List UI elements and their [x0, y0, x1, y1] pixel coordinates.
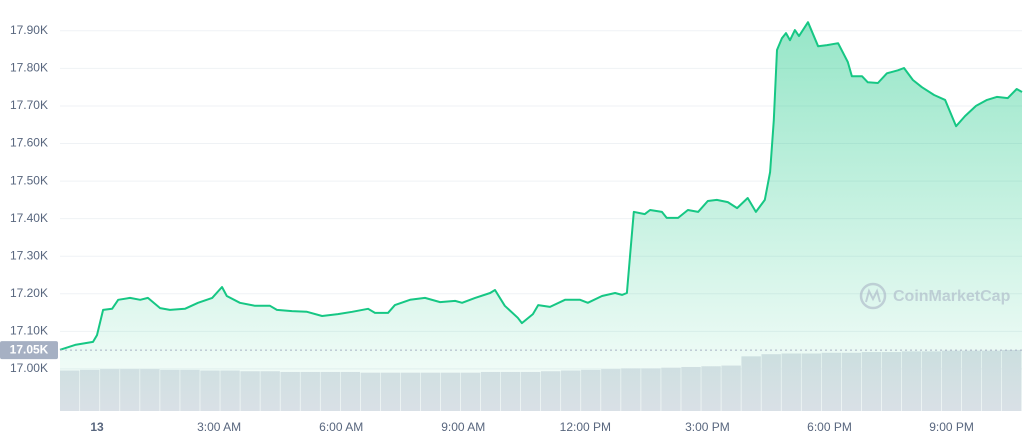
y-tick-label: 17.50K: [10, 173, 48, 187]
x-tick-label: 9:00 PM: [929, 420, 974, 434]
x-tick-label: 12:00 PM: [560, 420, 611, 434]
reference-label-box: [0, 341, 58, 360]
watermark-text: CoinMarketCap: [893, 288, 1011, 305]
x-tick-label: 9:00 AM: [441, 420, 485, 434]
x-tick-label: 6:00 AM: [319, 420, 363, 434]
x-tick-label: 13: [90, 420, 104, 434]
x-tick-label: 3:00 AM: [197, 420, 241, 434]
y-tick-label: 17.40K: [10, 211, 48, 225]
y-tick-label: 17.90K: [10, 23, 48, 37]
reference-label: 17.05K: [10, 342, 49, 356]
y-tick-label: 17.60K: [10, 136, 48, 150]
x-tick-label: 6:00 PM: [807, 420, 852, 434]
y-tick-label: 17.20K: [10, 286, 48, 300]
y-tick-label: 17.70K: [10, 98, 48, 112]
y-tick-label: 17.80K: [10, 61, 48, 75]
x-tick-label: 3:00 PM: [685, 420, 730, 434]
area-fill: [60, 22, 1022, 411]
price-line: [59, 21, 1023, 351]
y-tick-label: 17.10K: [10, 324, 48, 338]
y-tick-label: 17.30K: [10, 248, 48, 262]
y-tick-label: 17.00K: [10, 361, 48, 375]
watermark: CoinMarketCap: [859, 282, 1011, 310]
